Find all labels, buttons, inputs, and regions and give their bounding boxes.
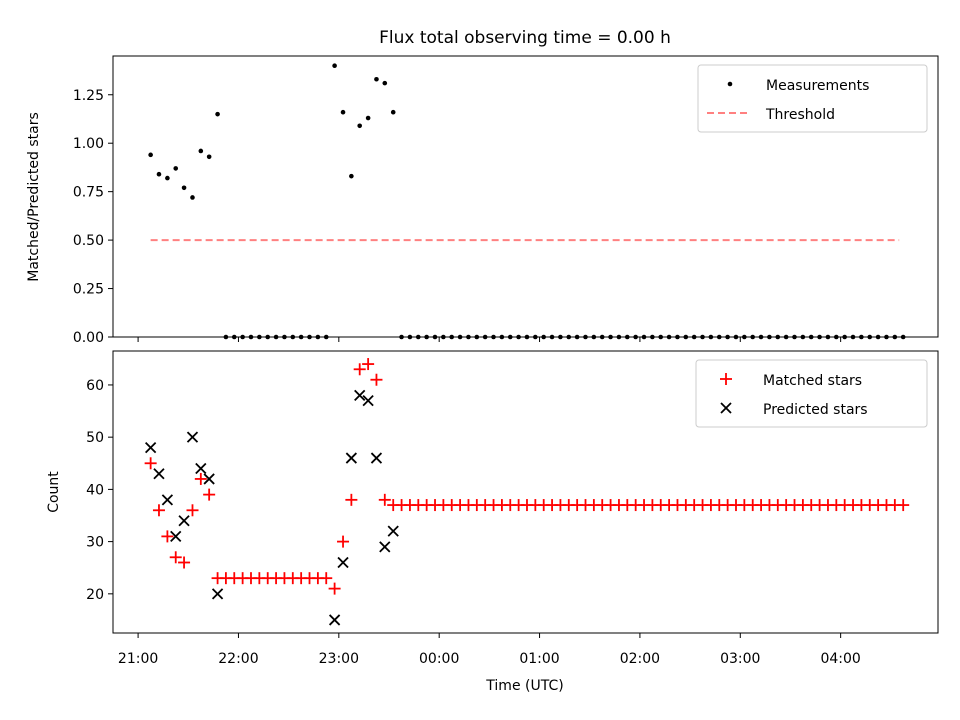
predicted-stars-point	[370, 452, 383, 464]
legend-predicted-marker	[720, 402, 732, 414]
x-tick-label: 22:00	[218, 651, 258, 667]
matched-stars-point	[161, 530, 174, 543]
y-tick-label: 30	[86, 535, 104, 551]
predicted-stars-point	[337, 556, 349, 569]
chart-title: Flux total observing time = 0.00 h	[379, 28, 671, 48]
measurement-point	[148, 152, 153, 158]
legend-threshold-label: Threshold	[765, 107, 835, 123]
predicted-stars-point	[211, 588, 224, 600]
matched-stars-point	[353, 363, 366, 376]
matched-stars-point	[186, 504, 199, 517]
bottom-plot-frame	[112, 350, 939, 634]
bottom-plot-ylabel: Count	[46, 471, 62, 513]
predicted-stars-point	[345, 452, 358, 464]
matched-stars-point	[169, 551, 182, 564]
measurement-point	[340, 109, 346, 115]
measurement-point	[198, 148, 204, 154]
predicted-stars-point	[161, 494, 174, 506]
x-tick-label: 03:00	[720, 651, 760, 667]
measurement-point	[206, 154, 212, 160]
predicted-stars-point	[186, 431, 199, 443]
predicted-stars-point	[195, 462, 207, 475]
matched-stars-point	[370, 373, 383, 386]
y-tick-label: 0.50	[73, 233, 104, 249]
measurement-point	[156, 171, 162, 177]
measurement-point	[374, 76, 379, 82]
matched-stars-point	[320, 572, 333, 585]
legend-measurements-marker	[727, 81, 733, 87]
measurement-point	[390, 109, 396, 115]
x-tick-label: 23:00	[319, 651, 359, 667]
predicted-stars-point	[178, 515, 190, 527]
matched-stars-point	[203, 488, 216, 501]
matched-stars-point	[152, 504, 165, 517]
x-tick-label: 00:00	[419, 651, 459, 667]
measurement-point	[349, 173, 354, 179]
y-tick-label: 20	[86, 587, 104, 603]
predicted-stars-point	[170, 530, 182, 543]
matched-stars-point	[897, 499, 910, 512]
measurement-point	[173, 166, 179, 171]
matched-stars-point	[345, 493, 358, 506]
measurement-point	[357, 123, 362, 129]
predicted-stars-point	[387, 525, 399, 537]
y-tick-label: 1.00	[73, 136, 104, 152]
legend-predicted-label: Predicted stars	[763, 402, 868, 418]
top-plot-frame	[112, 55, 939, 338]
measurement-point	[332, 63, 337, 68]
matched-stars-point	[328, 582, 341, 595]
bottom-legend: Matched stars Predicted stars	[695, 359, 928, 428]
legend-matched-marker	[720, 373, 732, 385]
matched-stars-point	[194, 472, 207, 485]
top-plot-ylabel: Matched/Predicted stars	[26, 112, 42, 282]
y-tick-label: 60	[86, 378, 104, 394]
bottom-plot: 20 30 40 50 60 21:00 22:00 23:00 00:00 01:00 02:00…	[46, 350, 939, 694]
predicted-stars-point	[145, 441, 157, 454]
matched-stars-point	[378, 493, 391, 506]
predicted-stars-point	[362, 394, 374, 407]
legend-measurements-label: Measurements	[766, 78, 869, 94]
x-tick-label: 21:00	[118, 651, 158, 667]
top-legend: Measurements Threshold	[697, 64, 928, 133]
x-tick-label: 01:00	[519, 651, 559, 667]
y-tick-label: 50	[86, 430, 104, 446]
y-tick-label: 0.00	[73, 330, 104, 346]
matched-stars-point	[337, 535, 350, 548]
x-tick-label: 02:00	[620, 651, 660, 667]
measurement-point	[365, 115, 371, 121]
measurement-point	[181, 185, 187, 191]
y-tick-label: 0.75	[73, 185, 104, 201]
y-tick-label: 1.25	[73, 88, 104, 104]
top-plot: 0.00 0.25 0.50 0.75 1.00 1.25 Matched/Predict…	[26, 55, 939, 346]
matched-stars-point	[144, 457, 157, 470]
predicted-stars-point	[328, 614, 341, 626]
matched-stars-point	[178, 556, 191, 569]
predicted-stars-point	[203, 473, 215, 485]
measurement-point	[190, 195, 195, 200]
bottom-plot-xlabel: Time (UTC)	[485, 678, 563, 694]
predicted-stars-point	[379, 541, 391, 553]
x-tick-label: 04:00	[820, 651, 860, 667]
measurement-point	[382, 80, 388, 86]
measurement-point	[165, 175, 170, 181]
measurement-point	[215, 111, 220, 117]
legend-matched-label: Matched stars	[763, 373, 862, 389]
predicted-stars-point	[153, 468, 165, 480]
predicted-stars-point	[354, 389, 366, 402]
y-tick-label: 0.25	[73, 282, 104, 298]
y-tick-label: 40	[86, 482, 104, 498]
matched-stars-point	[362, 358, 375, 371]
